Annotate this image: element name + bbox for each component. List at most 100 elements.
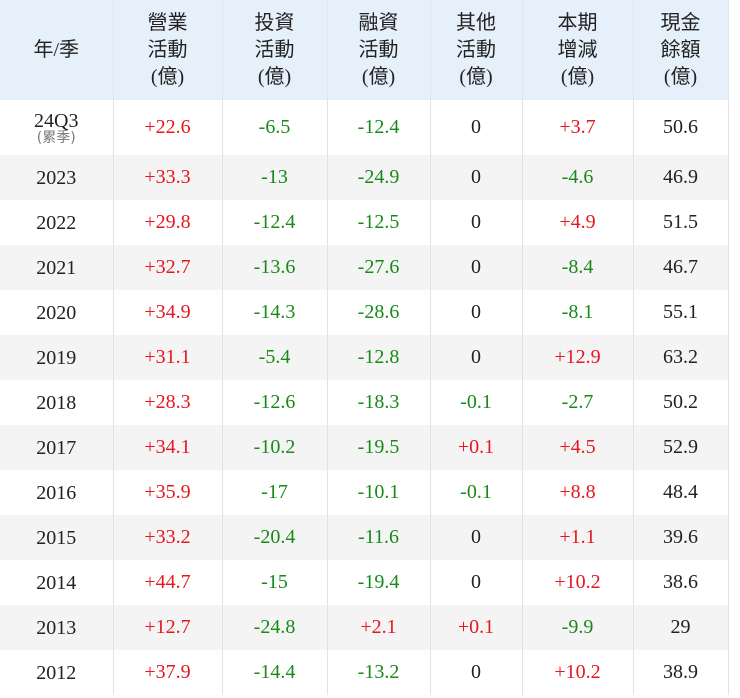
- value-cell: +4.9: [522, 200, 634, 245]
- value-cell: +0.1: [430, 425, 523, 470]
- period-label: 2019: [36, 346, 77, 369]
- table-row: 2022 +29.8 -12.4 -12.5 0 +4.9 51.5: [0, 200, 729, 245]
- header-line: 融資: [358, 11, 399, 34]
- value-cell: 0: [430, 245, 523, 290]
- header-line: 活動: [147, 38, 188, 61]
- column-header: 投資 活動 (億): [222, 0, 328, 100]
- table-row: 2021 +32.7 -13.6 -27.6 0 -8.4 46.7: [0, 245, 729, 290]
- value-cell: +33.2: [113, 515, 223, 560]
- value-cell: 0: [430, 650, 523, 695]
- header-line: (億): [560, 65, 595, 88]
- value-cell: -2.7: [522, 380, 634, 425]
- value-cell: 0: [430, 200, 523, 245]
- value-cell: 50.2: [633, 380, 729, 425]
- value-cell: +3.7: [522, 100, 634, 155]
- period-cell: 2014: [0, 560, 114, 605]
- header-line: 現金: [660, 11, 701, 34]
- value-cell: 0: [430, 335, 523, 380]
- value-cell: 51.5: [633, 200, 729, 245]
- header-line: (億): [663, 65, 698, 88]
- value-cell: +1.1: [522, 515, 634, 560]
- value-cell: -12.4: [222, 200, 328, 245]
- header-line: (億): [361, 65, 396, 88]
- header-line: 活動: [456, 38, 496, 61]
- value-cell: +32.7: [113, 245, 223, 290]
- value-cell: -0.1: [430, 470, 523, 515]
- table-row: 24Q3 (累季) +22.6 -6.5 -12.4 0 +3.7 50.6: [0, 100, 729, 155]
- header-line: 活動: [254, 38, 295, 61]
- value-cell: 46.7: [633, 245, 729, 290]
- value-cell: +10.2: [522, 560, 634, 605]
- period-cell: 2016: [0, 470, 114, 515]
- value-cell: -4.6: [522, 155, 634, 200]
- value-cell: +34.9: [113, 290, 223, 335]
- value-cell: +12.9: [522, 335, 634, 380]
- value-cell: 0: [430, 100, 523, 155]
- value-cell: 0: [430, 515, 523, 560]
- value-cell: -17: [222, 470, 328, 515]
- header-line: 增減: [557, 38, 598, 61]
- period-cell: 2021: [0, 245, 114, 290]
- value-cell: -13: [222, 155, 328, 200]
- period-label: 2023: [36, 166, 77, 189]
- value-cell: -5.4: [222, 335, 328, 380]
- period-cell: 2013: [0, 605, 114, 650]
- value-cell: -12.8: [327, 335, 431, 380]
- table-row: 2019 +31.1 -5.4 -12.8 0 +12.9 63.2: [0, 335, 729, 380]
- period-label: 2022: [36, 211, 77, 234]
- table-row: 2012 +37.9 -14.4 -13.2 0 +10.2 38.9: [0, 650, 729, 695]
- header-line: 活動: [358, 38, 399, 61]
- value-cell: +29.8: [113, 200, 223, 245]
- value-cell: +10.2: [522, 650, 634, 695]
- value-cell: -14.4: [222, 650, 328, 695]
- value-cell: -12.4: [327, 100, 431, 155]
- column-header: 本期 增減 (億): [522, 0, 634, 100]
- period-label: 2016: [36, 481, 77, 504]
- value-cell: 39.6: [633, 515, 729, 560]
- header-line: (億): [257, 65, 292, 88]
- table-row: 2014 +44.7 -15 -19.4 0 +10.2 38.6: [0, 560, 729, 605]
- header-line: 其他: [456, 11, 496, 34]
- period-cell: 2020: [0, 290, 114, 335]
- value-cell: -24.8: [222, 605, 328, 650]
- value-cell: 48.4: [633, 470, 729, 515]
- value-cell: -18.3: [327, 380, 431, 425]
- value-cell: -10.1: [327, 470, 431, 515]
- value-cell: 38.9: [633, 650, 729, 695]
- value-cell: -27.6: [327, 245, 431, 290]
- period-cell: 2017: [0, 425, 114, 470]
- value-cell: +37.9: [113, 650, 223, 695]
- period-label: 2013: [36, 616, 77, 639]
- value-cell: +0.1: [430, 605, 523, 650]
- value-cell: +44.7: [113, 560, 223, 605]
- value-cell: 0: [430, 290, 523, 335]
- period-cell: 2015: [0, 515, 114, 560]
- value-cell: -14.3: [222, 290, 328, 335]
- value-cell: +28.3: [113, 380, 223, 425]
- value-cell: +34.1: [113, 425, 223, 470]
- value-cell: 46.9: [633, 155, 729, 200]
- value-cell: -24.9: [327, 155, 431, 200]
- period-cell: 2019: [0, 335, 114, 380]
- value-cell: 38.6: [633, 560, 729, 605]
- value-cell: -0.1: [430, 380, 523, 425]
- period-label: 2015: [36, 526, 77, 549]
- period-cell: 24Q3 (累季): [0, 100, 114, 155]
- period-cell: 2012: [0, 650, 114, 695]
- value-cell: -13.2: [327, 650, 431, 695]
- value-cell: 52.9: [633, 425, 729, 470]
- period-cell: 2022: [0, 200, 114, 245]
- table-row: 2018 +28.3 -12.6 -18.3 -0.1 -2.7 50.2: [0, 380, 729, 425]
- period-note: (累季): [36, 129, 76, 146]
- period-label: 2017: [36, 436, 77, 459]
- column-header: 融資活動 (億): [327, 0, 431, 100]
- value-cell: +4.5: [522, 425, 634, 470]
- value-cell: -13.6: [222, 245, 328, 290]
- value-cell: -15: [222, 560, 328, 605]
- period-cell: 2018: [0, 380, 114, 425]
- table-body: 24Q3 (累季) +22.6 -6.5 -12.4 0 +3.7 50.6 2023 +33.3…: [0, 100, 729, 695]
- value-cell: 0: [430, 155, 523, 200]
- value-cell: -6.5: [222, 100, 328, 155]
- value-cell: 55.1: [633, 290, 729, 335]
